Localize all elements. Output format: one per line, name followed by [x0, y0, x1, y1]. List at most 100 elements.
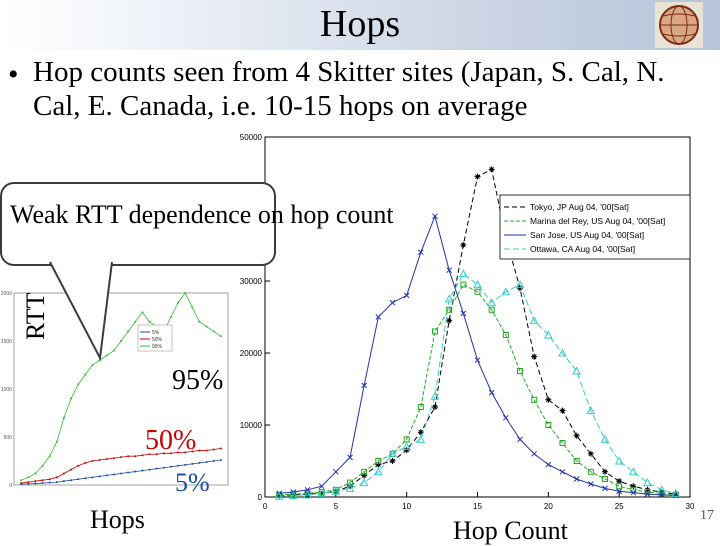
percentile-5-label: 5% — [175, 468, 210, 497]
callout-box — [0, 182, 276, 266]
legend-entry: Marina del Rey, US Aug 04, '00[Sat] — [530, 216, 665, 226]
data-point — [573, 458, 580, 464]
data-point — [416, 434, 426, 443]
data-point — [559, 440, 566, 446]
y-tick-label: 50000 — [240, 133, 263, 142]
data-point — [474, 357, 481, 364]
data-point — [148, 453, 151, 456]
x-tick-label: 15 — [473, 502, 482, 511]
data-point — [375, 458, 382, 464]
hops-axis-label: Hops — [90, 505, 145, 534]
data-point — [205, 325, 208, 328]
data-point — [62, 472, 65, 475]
data-point — [219, 335, 222, 338]
data-point — [359, 478, 369, 487]
data-point — [177, 451, 180, 454]
data-point — [219, 459, 222, 462]
data-point — [212, 330, 215, 333]
data-point — [55, 440, 58, 443]
data-point — [134, 320, 137, 323]
page-number: 17 — [700, 508, 714, 523]
data-point — [84, 477, 87, 480]
data-point — [55, 476, 58, 479]
data-point — [70, 479, 73, 482]
data-point — [517, 285, 523, 292]
data-point — [34, 480, 37, 483]
data-point — [212, 460, 215, 462]
data-point — [91, 476, 94, 479]
data-point — [531, 353, 538, 360]
data-point — [198, 461, 201, 464]
data-point — [191, 306, 194, 309]
data-point — [446, 317, 453, 324]
data-point — [141, 454, 144, 457]
legend-entry: Ottawa, CA Aug 04, '00[Sat] — [530, 244, 635, 254]
title-bar — [0, 0, 720, 50]
legend-entry: 95% — [152, 344, 163, 350]
legend-box — [499, 194, 691, 260]
data-point — [502, 414, 509, 421]
data-point — [304, 491, 311, 498]
data-point — [531, 396, 538, 403]
data-point — [417, 429, 424, 436]
data-point — [417, 249, 424, 256]
globe-logo-icon — [655, 2, 703, 48]
data-point — [27, 482, 30, 485]
data-point — [27, 481, 30, 484]
data-point — [517, 436, 523, 443]
data-point — [616, 478, 623, 485]
data-point — [332, 468, 339, 475]
percentile-50-label: 50% — [145, 425, 197, 456]
x-tick-label: 0 — [263, 502, 268, 511]
data-point — [177, 464, 180, 467]
data-point — [517, 368, 523, 374]
data-point — [41, 464, 44, 467]
data-point — [587, 468, 594, 475]
data-point — [643, 478, 652, 487]
data-point — [474, 288, 481, 295]
data-point — [432, 213, 438, 220]
data-point — [169, 465, 172, 468]
data-point — [658, 490, 665, 497]
data-point — [91, 364, 94, 366]
data-point — [105, 458, 108, 461]
data-point — [531, 450, 538, 457]
data-point — [432, 328, 438, 335]
data-point — [120, 472, 122, 475]
data-point — [474, 173, 481, 180]
data-point — [460, 310, 467, 317]
data-point — [587, 481, 594, 487]
data-point — [644, 491, 651, 497]
data-point — [361, 382, 368, 389]
y-tick-label: 1500 — [1, 339, 12, 345]
data-point — [361, 472, 368, 479]
data-point — [20, 482, 23, 485]
data-point — [112, 473, 115, 476]
data-point — [105, 474, 108, 477]
data-point — [148, 468, 151, 471]
data-point — [543, 330, 553, 339]
data-point — [529, 316, 539, 325]
data-point — [586, 406, 596, 415]
data-point — [587, 450, 594, 457]
hop-count-axis-label: Hop Count — [453, 516, 568, 545]
x-tick-label: 25 — [615, 502, 624, 511]
data-point — [77, 464, 80, 467]
y-tick-label: 2000 — [1, 291, 12, 297]
data-point — [34, 472, 37, 475]
data-point — [91, 460, 94, 462]
data-point — [41, 482, 44, 485]
data-point — [27, 476, 30, 479]
data-point — [430, 391, 440, 400]
data-point — [602, 485, 608, 492]
data-point — [402, 442, 412, 451]
data-point — [288, 491, 298, 500]
hop-count-distribution-chart: 01000020000300004000050000051015202530To… — [240, 133, 695, 511]
data-point — [545, 396, 552, 403]
data-point — [375, 314, 382, 320]
data-point — [55, 481, 58, 484]
x-tick-label: 10 — [402, 502, 411, 511]
data-point — [198, 320, 201, 323]
data-point — [460, 242, 467, 248]
data-point — [345, 483, 355, 492]
